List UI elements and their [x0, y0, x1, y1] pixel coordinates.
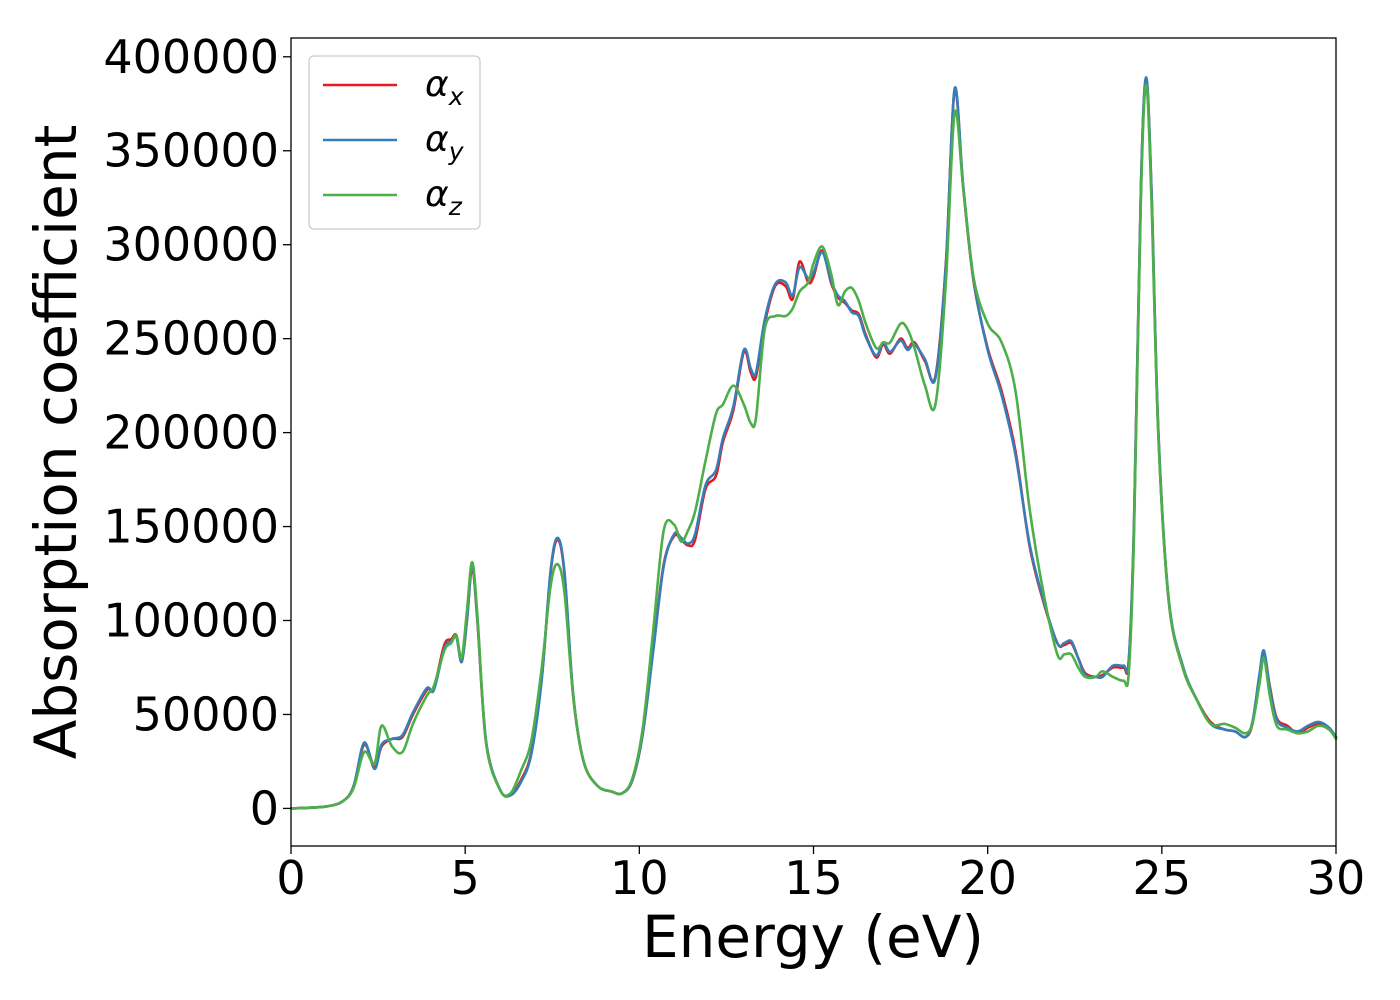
- x-tick-label: 15: [784, 851, 843, 905]
- legend-box: [308, 55, 481, 230]
- y-tick-label: 150000: [103, 500, 279, 554]
- y-tick-label: 100000: [103, 594, 279, 648]
- legend-symbol: α: [425, 119, 449, 160]
- y-tick-label: 350000: [103, 124, 279, 178]
- x-axis: 0 5 10 15 20 25 30: [276, 846, 1365, 905]
- x-tick-label: 25: [1133, 851, 1192, 905]
- y-tick-label: 0: [250, 781, 279, 835]
- legend-label-y: αy: [425, 119, 465, 166]
- legend-symbol: α: [425, 174, 449, 215]
- legend-label-z: αz: [425, 174, 463, 221]
- x-tick-label: 0: [276, 851, 305, 905]
- x-tick-label: 10: [610, 851, 669, 905]
- legend-subscript: z: [448, 192, 463, 221]
- y-tick-label: 200000: [103, 406, 279, 460]
- y-axis-title: Absorption coefficient: [22, 125, 90, 760]
- legend-symbol: α: [425, 64, 449, 105]
- x-tick-label: 30: [1307, 851, 1366, 905]
- legend-subscript: y: [448, 137, 465, 166]
- y-tick-label: 300000: [103, 218, 279, 272]
- y-tick-label: 50000: [133, 687, 279, 741]
- y-axis: 0 50000 100000 150000 200000 250000 300000 3500…: [103, 30, 291, 835]
- x-tick-label: 20: [958, 851, 1017, 905]
- y-tick-label: 250000: [103, 312, 279, 366]
- series-layer: [289, 76, 1338, 810]
- x-tick-label: 5: [451, 851, 480, 905]
- series-line-z: [289, 83, 1338, 810]
- legend-subscript: x: [448, 82, 464, 111]
- x-axis-title: Energy (eV): [642, 903, 984, 971]
- y-tick-label: 400000: [103, 30, 279, 84]
- legend-label-x: αx: [425, 64, 464, 111]
